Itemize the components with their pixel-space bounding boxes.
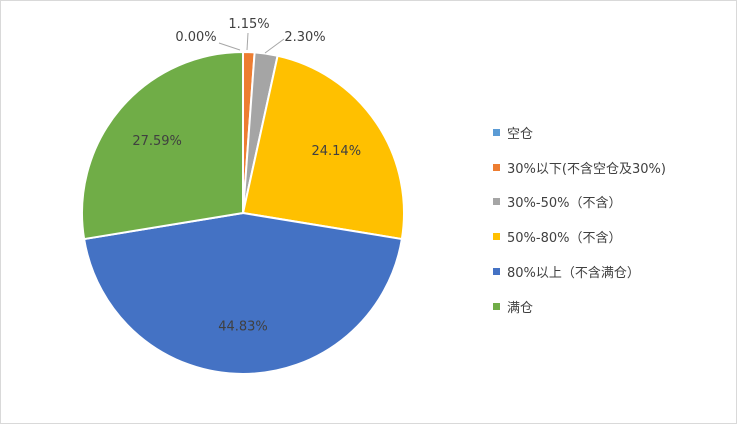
legend-item-empty: 空仓 [493, 115, 666, 150]
legend-item-above-80: 80%以上（不含满仓） [493, 254, 666, 289]
legend-label: 满仓 [507, 300, 534, 316]
legend-swatch [493, 198, 500, 206]
pie-data-label: 0.00% [175, 30, 216, 45]
leader-line [218, 42, 241, 51]
legend-swatch [493, 128, 500, 136]
legend-item-50-80: 50%-80%（不含） [493, 219, 666, 254]
legend-label: 30%以下(不含空仓及30%) [507, 161, 666, 177]
leader-line [264, 38, 285, 54]
legend-swatch [493, 302, 500, 310]
pie-data-label: 1.15% [228, 17, 269, 32]
pie-data-label: 44.83% [218, 320, 268, 335]
legend-label: 50%-80%（不含） [507, 231, 622, 247]
legend-item-below-30: 30%以下(不含空仓及30%) [493, 150, 666, 185]
legend-swatch [493, 268, 500, 276]
pie-slice [242, 54, 405, 241]
legend-item-full: 满仓 [493, 289, 666, 324]
pie-slice [81, 51, 244, 241]
legend: 空仓 30%以下(不含空仓及30%) 30%-50%（不含） 50%-80%（不… [493, 115, 666, 324]
legend-swatch [493, 233, 500, 241]
pie-data-label: 24.14% [311, 144, 361, 159]
legend-label: 空仓 [507, 126, 534, 142]
leader-line [246, 32, 249, 51]
pie-data-label: 27.59% [132, 134, 182, 149]
legend-label: 30%-50%（不含） [507, 196, 622, 212]
legend-item-30-50: 30%-50%（不含） [493, 185, 666, 220]
pie-slice [83, 212, 403, 375]
legend-swatch [493, 163, 500, 171]
pie-data-label: 2.30% [284, 30, 325, 45]
legend-label: 80%以上（不含满仓） [507, 266, 640, 282]
